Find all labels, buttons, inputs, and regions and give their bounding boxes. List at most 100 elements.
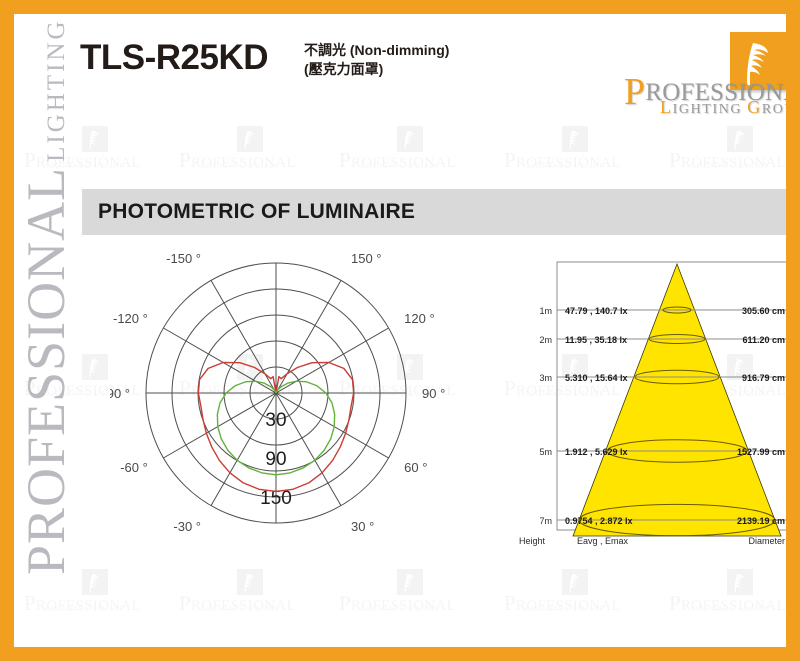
polar-angle-label: 120 ° [404, 311, 435, 326]
watermark-text-lighting-group: LIGHTING GROUP [526, 605, 605, 613]
cone-row-diameter: 611.20 cm [742, 335, 785, 345]
section-title: PHOTOMETRIC OF LUMINAIRE [98, 200, 416, 223]
watermark-flame-icon [82, 354, 108, 380]
brand-initial-p: P [624, 71, 646, 113]
cone-row-eavg-emax: 5.310 , 15.64 lx [565, 373, 628, 383]
subtitle-line-cover: (壓克力面罩) [304, 61, 384, 77]
cone-footer-height-label: Height [519, 536, 546, 546]
cone-row-diameter: 916.79 cm [742, 373, 785, 383]
cone-cross-section [634, 369, 720, 385]
light-cone-shape [572, 262, 782, 537]
polar-angle-label: 90 ° [422, 386, 445, 401]
watermark-flame-icon [82, 569, 108, 595]
watermark-text-professional: PROFESSIONAL [669, 148, 786, 172]
brand-wordmark: PROFESSIONAL LIGHTING GROUP [606, 70, 786, 122]
polar-radial-tick-label: 150 [260, 488, 292, 509]
watermark-text-lighting-group: LIGHTING GROUP [201, 605, 280, 613]
cone-footer-diameter-label: Diameter [748, 536, 785, 546]
left-watermark-primary: PROFESSIONAL [16, 166, 76, 575]
watermark-flame-icon [82, 126, 108, 152]
brand-logo: PROFESSIONAL LIGHTING GROUP [606, 32, 786, 124]
watermark-flame-icon [237, 126, 263, 152]
watermark-text-lighting-group: LIGHTING GROUP [526, 162, 605, 170]
watermark-text-professional: PROFESSIONAL [179, 148, 296, 172]
polar-angle-label: 60 ° [404, 460, 427, 475]
brand-wordmark-line1: PROFESSIONAL [624, 70, 786, 114]
brand-word-professional: ROFESSIONAL [645, 79, 786, 106]
left-vertical-watermark: PROFESSIONAL LIGHTING GROUP [15, 14, 77, 575]
watermark-flame-icon [562, 126, 588, 152]
cone-cross-section [662, 306, 692, 314]
cone-row-diameter: 1527.99 cm [737, 447, 785, 457]
watermark-text-professional: PROFESSIONAL [339, 591, 456, 615]
cone-row-height: 2m [539, 335, 552, 345]
brand-initial-l: L [660, 97, 673, 117]
brand-word-group: ROUP [761, 102, 786, 117]
watermark-flame-icon [727, 126, 753, 152]
polar-radial-tick-label: 30 [265, 410, 286, 431]
cone-row-height: 5m [539, 447, 552, 457]
polar-curve-c0-c180 [197, 361, 355, 493]
cone-cross-section [648, 334, 706, 344]
polar-angle-label: -90 ° [110, 386, 130, 401]
watermark-text-professional: PROFESSIONAL [179, 591, 296, 615]
watermark-text-professional: PROFESSIONAL [24, 148, 141, 172]
polar-angle-label: -120 ° [113, 311, 148, 326]
cone-cross-section [606, 439, 748, 463]
polar-angle-label: -60 ° [120, 460, 148, 475]
section-header-band: PHOTOMETRIC OF LUMINAIRE [82, 189, 786, 235]
cone-illuminance-chart: 1m 47.79 , 140.7 lx 305.60 cm 2m 11.95 , 35.… [519, 258, 786, 550]
watermark-text-professional: PROFESSIONAL [24, 591, 141, 615]
polar-radial-tick-label: 90 [265, 449, 286, 470]
cone-row-eavg-emax: 0.9754 , 2.872 lx [565, 516, 633, 526]
cone-row-height: 7m [539, 516, 552, 526]
flame-leaf-icon [730, 32, 786, 90]
brand-initial-g: G [747, 97, 762, 117]
cone-row-diameter: 2139.19 cm [737, 516, 785, 526]
watermark-text-lighting-group: LIGHTING GROUP [46, 162, 125, 170]
watermark-flame-icon [397, 569, 423, 595]
watermark-text-lighting-group: LIGHTING GROUP [691, 605, 770, 613]
cone-row-diameter: 305.60 cm [742, 306, 785, 316]
cone-row-eavg-emax: 1.912 , 5.629 lx [565, 447, 628, 457]
watermark-text-lighting-group: LIGHTING GROUP [46, 605, 125, 613]
watermark-text-lighting-group: LIGHTING GROUP [201, 162, 280, 170]
watermark-text-professional: PROFESSIONAL [669, 591, 786, 615]
polar-angle-label: 30 ° [351, 519, 374, 534]
polar-angle-label: 150 ° [351, 251, 382, 266]
cone-cross-section [578, 503, 776, 537]
polar-curve-c90-c270 [216, 380, 336, 476]
watermark-flame-icon [397, 126, 423, 152]
subtitle-line-dimming: 不調光 (Non-dimming) [304, 42, 450, 58]
watermark-text-professional: PROFESSIONAL [504, 591, 621, 615]
watermark-flame-icon [727, 569, 753, 595]
watermark-text-lighting-group: LIGHTING GROUP [691, 162, 770, 170]
cone-row-eavg-emax: 11.95 , 35.18 lx [565, 335, 627, 345]
page-title: TLS-R25KD [80, 38, 269, 77]
watermark-text-professional: PROFESSIONAL [504, 148, 621, 172]
watermark-text-professional: PROFESSIONAL [339, 148, 456, 172]
watermark-flame-icon [237, 569, 263, 595]
watermark-text-lighting-group: LIGHTING GROUP [361, 162, 440, 170]
cone-row-eavg-emax: 47.79 , 140.7 lx [565, 306, 628, 316]
brand-word-lighting: IGHTING [672, 102, 743, 117]
sheet-content: PROFESSIONAL LIGHTING GROUP PROFESSIONAL LI… [14, 14, 786, 647]
left-watermark-secondary: LIGHTING GROUP [43, 14, 70, 162]
polar-angle-label: -30 ° [173, 519, 201, 534]
cone-row-height: 1m [539, 306, 552, 316]
polar-angle-label: -150 ° [166, 251, 201, 266]
cone-footer-eavg-emax-label: Eavg , Emax [577, 536, 629, 546]
model-subtitle: 不調光 (Non-dimming) (壓克力面罩) [304, 41, 449, 79]
